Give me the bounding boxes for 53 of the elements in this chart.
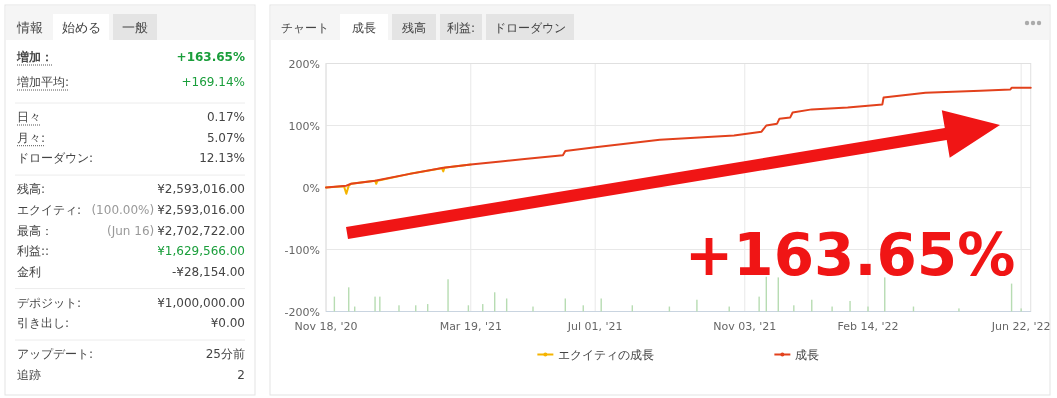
text: チャート bbox=[281, 21, 329, 35]
y-tick-label: -100% bbox=[284, 243, 320, 257]
text: 金利 bbox=[17, 264, 41, 279]
text: 残高: bbox=[17, 182, 46, 197]
text: 最高： bbox=[17, 223, 53, 238]
text: ¥2,593,016.00 bbox=[157, 202, 245, 217]
text: ドローダウン: bbox=[17, 151, 94, 166]
y-tick-label: -200% bbox=[284, 305, 320, 319]
text: 25分前 bbox=[205, 347, 245, 361]
text: 増加： bbox=[16, 50, 53, 64]
text: 残高 bbox=[402, 21, 426, 35]
text: エクイティ: bbox=[17, 202, 82, 217]
y-tick-label: 200% bbox=[288, 57, 320, 71]
text: ¥1,000,000.00 bbox=[157, 295, 245, 310]
text: ¥2,702,722.00 bbox=[157, 223, 245, 238]
text: (100.00%) bbox=[91, 202, 155, 217]
text: 始める bbox=[61, 20, 101, 35]
text: 2 bbox=[237, 367, 245, 382]
text: 日々 bbox=[17, 110, 41, 124]
x-tick-label: Nov 03, '21 bbox=[713, 319, 777, 333]
text: 月々: bbox=[17, 130, 46, 145]
text: ¥1,629,566.00 bbox=[157, 244, 245, 259]
text: 一般 bbox=[122, 20, 148, 35]
text: -¥28,154.00 bbox=[171, 264, 245, 279]
text: 情報 bbox=[16, 20, 43, 35]
text: 追跡 bbox=[17, 367, 41, 382]
legend-label: エクイティの成長 bbox=[558, 347, 655, 362]
text: 増加平均: bbox=[16, 75, 70, 89]
y-tick-label: 100% bbox=[288, 119, 320, 133]
text: 成長 bbox=[352, 21, 376, 35]
y-tick-label: 0% bbox=[302, 181, 320, 195]
text: 利益:: bbox=[17, 244, 50, 259]
line-series bbox=[325, 86, 1032, 189]
x-tick-label: Mar 19, '21 bbox=[439, 319, 502, 333]
annotation: +163.65% bbox=[684, 221, 1016, 289]
text: デポジット: bbox=[17, 295, 82, 310]
text: 0.17% bbox=[206, 110, 245, 124]
text: ドローダウン bbox=[494, 21, 566, 35]
x-tick-label: Nov 18, '20 bbox=[294, 319, 358, 333]
text: +163.65% bbox=[176, 50, 245, 64]
text: +169.14% bbox=[181, 75, 245, 89]
text: 12.13% bbox=[199, 151, 245, 166]
text: ¥0.00 bbox=[210, 316, 245, 331]
x-tick-label: Jun 22, '22 bbox=[990, 319, 1051, 333]
text: アップデート: bbox=[17, 347, 94, 361]
text: 利益: bbox=[446, 21, 476, 35]
x-tick-label: Jul 01, '21 bbox=[566, 319, 623, 333]
text: 5.07% bbox=[206, 130, 245, 145]
x-tick-label: Feb 14, '22 bbox=[837, 319, 899, 333]
text: 引き出し: bbox=[17, 316, 70, 331]
legend-label: 成長 bbox=[795, 347, 820, 362]
text: ¥2,593,016.00 bbox=[157, 182, 245, 197]
text: (Jun 16) bbox=[107, 223, 155, 238]
